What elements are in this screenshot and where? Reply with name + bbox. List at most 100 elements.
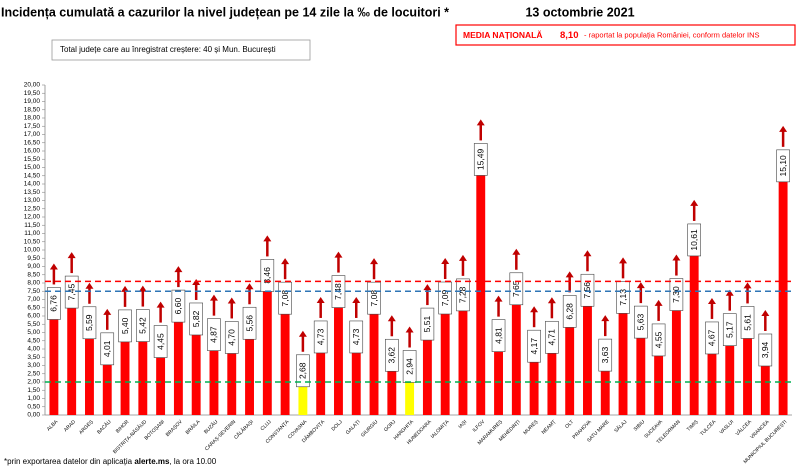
y-tick-label: 13,50 xyxy=(24,189,41,196)
y-tick-label: 2,00 xyxy=(27,379,40,386)
bar xyxy=(618,297,628,415)
trend-arrow-head xyxy=(103,308,112,315)
y-tick-label: 7,50 xyxy=(27,288,40,295)
trend-arrow-head xyxy=(138,285,147,292)
footnote-part: , la ora 10.00 xyxy=(169,457,216,466)
y-tick-label: 19,50 xyxy=(24,90,41,97)
value-label: 7,30 xyxy=(671,286,681,303)
value-label: 4,55 xyxy=(653,331,663,348)
value-label: 4,71 xyxy=(547,329,557,346)
bar xyxy=(173,306,183,415)
value-label-box xyxy=(82,306,97,340)
y-tick-label: 15,50 xyxy=(24,156,41,163)
value-label-group: 6,76 xyxy=(47,287,61,320)
value-label: 7,08 xyxy=(369,290,379,307)
y-tick-label: 8,00 xyxy=(27,280,40,287)
bar xyxy=(671,294,681,415)
bar xyxy=(529,346,539,415)
y-tick-label: 4,50 xyxy=(27,337,40,344)
trend-arrow-head xyxy=(565,271,574,278)
value-label-group: 4,87 xyxy=(207,318,221,351)
value-label-group: 5,42 xyxy=(136,309,150,342)
trend-arrow-head xyxy=(441,258,450,265)
value-label-box xyxy=(473,143,488,176)
bar xyxy=(422,324,432,415)
trend-arrow-head xyxy=(654,299,663,306)
value-label: 8,46 xyxy=(262,267,272,284)
trend-arrow-head xyxy=(494,295,503,302)
value-label-group: 5,40 xyxy=(118,309,132,343)
trend-arrow-head xyxy=(245,283,254,290)
value-label-box xyxy=(669,278,684,311)
trend-arrow-head xyxy=(370,258,379,265)
trend-arrow-head xyxy=(601,315,610,322)
y-tick-label: 18,00 xyxy=(24,115,41,122)
x-tick-label: IAȘI xyxy=(457,419,468,430)
value-label: 7,13 xyxy=(618,289,628,306)
y-tick-label: 9,50 xyxy=(27,255,40,262)
value-label: 4,67 xyxy=(707,329,717,346)
value-label: 4,45 xyxy=(155,333,165,350)
value-label: 6,76 xyxy=(49,295,59,312)
bar xyxy=(298,370,308,415)
value-label-group: 4,67 xyxy=(705,321,719,355)
value-label-box xyxy=(278,281,292,315)
bar xyxy=(511,288,521,415)
value-label-box xyxy=(189,302,203,336)
value-label-group: 5,17 xyxy=(722,313,737,346)
trend-arrow-head xyxy=(121,285,130,292)
trend-arrow-head xyxy=(779,125,788,132)
y-tick-label: 7,00 xyxy=(27,296,40,303)
value-label: 7,28 xyxy=(458,286,468,303)
value-label-group: 3,62 xyxy=(385,338,399,372)
value-label: 4,81 xyxy=(493,327,503,344)
y-tick-label: 16,50 xyxy=(24,139,41,146)
value-label-box xyxy=(118,309,132,343)
value-label-box xyxy=(100,332,115,366)
trend-arrow-head xyxy=(672,254,681,261)
value-label-group: 7,09 xyxy=(438,281,452,315)
bar xyxy=(334,291,343,415)
value-label: 3,63 xyxy=(600,347,610,364)
value-label-box xyxy=(153,325,168,358)
value-label-box xyxy=(687,223,701,257)
value-label-group: 7,56 xyxy=(580,273,595,307)
value-label-group: 5,82 xyxy=(189,302,203,336)
value-label: 4,73 xyxy=(351,328,361,345)
value-label-group: 4,73 xyxy=(349,320,364,354)
y-tick-label: 8,50 xyxy=(27,271,40,278)
value-label-group: 4,45 xyxy=(153,325,168,358)
value-label-group: 7,08 xyxy=(278,281,292,315)
value-label-group: 4,17 xyxy=(527,329,541,363)
national-value: 8,10 xyxy=(560,30,579,41)
y-tick-label: 1,50 xyxy=(27,387,40,394)
trend-arrow-head xyxy=(67,252,76,259)
value-label-group: 7,28 xyxy=(456,278,470,312)
y-tick-label: 11,50 xyxy=(24,222,40,229)
value-label-group: 7,08 xyxy=(367,281,381,315)
trend-arrow-head xyxy=(690,199,699,206)
value-label-box xyxy=(705,321,719,355)
bar xyxy=(156,341,166,415)
value-label: 4,87 xyxy=(209,326,219,343)
y-tick-label: 0,00 xyxy=(27,412,40,419)
bar xyxy=(565,311,575,415)
value-label-group: 15,10 xyxy=(776,149,790,183)
value-label: 5,51 xyxy=(422,316,432,333)
trend-arrow-head xyxy=(405,326,414,333)
bar xyxy=(85,322,94,415)
y-tick-label: 10,00 xyxy=(24,247,41,254)
value-label-box xyxy=(491,319,506,352)
value-label: 7,45 xyxy=(66,284,76,301)
trend-arrow-head xyxy=(316,296,325,303)
y-tick-label: 3,00 xyxy=(27,362,40,369)
value-label-box xyxy=(207,318,221,351)
trend-arrow-head xyxy=(707,297,716,304)
value-label: 4,73 xyxy=(315,328,325,345)
bar xyxy=(494,335,503,415)
value-label-box xyxy=(456,278,470,312)
value-label-box xyxy=(136,309,150,342)
value-label: 5,42 xyxy=(138,317,148,334)
bar xyxy=(547,337,557,415)
bar xyxy=(600,355,610,415)
